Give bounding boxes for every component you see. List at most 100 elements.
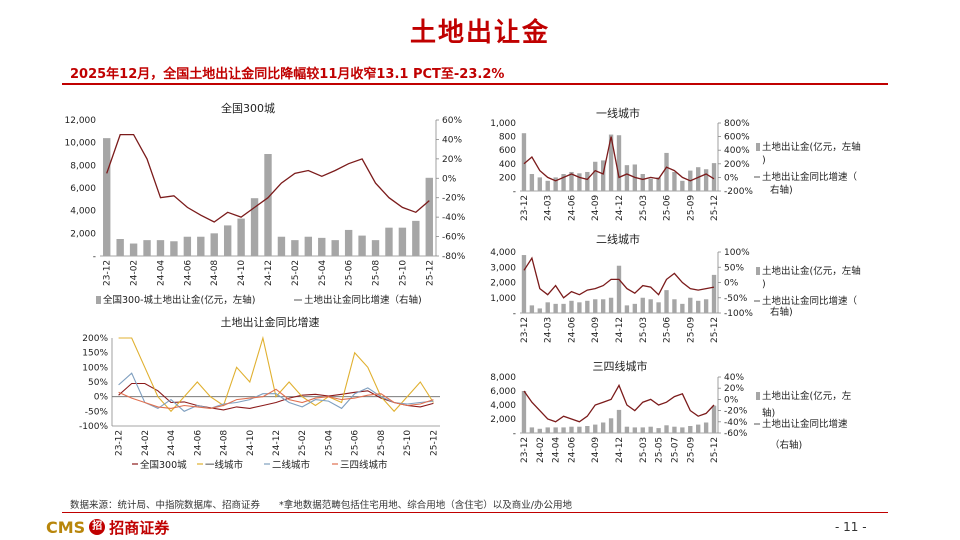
c300-bar: [210, 233, 218, 256]
c3-legend-line-label: 土地出让金同比增速: [762, 418, 848, 430]
c2-right-tick-label: -50%: [724, 294, 748, 304]
c300-bar: [237, 218, 245, 256]
c300-bar: [291, 240, 299, 256]
cyoy-series-2: [118, 372, 434, 412]
c2-bar: [545, 302, 550, 313]
c3-bar: [664, 425, 669, 433]
c3-bar: [577, 426, 582, 433]
c2-bar: [569, 300, 574, 313]
c1-x-tick-label: 25-03: [639, 195, 649, 221]
c3-bar: [672, 426, 677, 433]
c300-right-tick-label: 0%: [442, 174, 457, 184]
c3-bar: [529, 427, 535, 433]
c1-x-tick-label: 23-12: [520, 195, 530, 221]
c3-right-tick-label: 40%: [724, 373, 744, 383]
cyoy-x-tick-label: 24-08: [220, 430, 230, 456]
c2-left-tick-label: 1,000: [490, 294, 516, 304]
c1-bar: [529, 174, 535, 191]
c2-x-tick-label: 25-12: [710, 317, 720, 343]
c2-bar: [696, 300, 701, 313]
page-number: - 11 -: [835, 520, 867, 534]
c300-bar: [412, 220, 420, 256]
c1-left-tick-label: 1,000: [490, 119, 516, 129]
cyoy-series-3: [118, 388, 434, 409]
c2-bar: [648, 299, 653, 313]
c3-left-tick-label: 2,000: [490, 415, 516, 425]
c3-bar: [632, 427, 638, 433]
c1-bar: [648, 178, 653, 191]
c3-bar: [696, 424, 701, 433]
c1-x-tick-label: 25-06: [663, 195, 673, 221]
c1-right-tick-label: 200%: [724, 160, 750, 170]
c1-bar: [577, 173, 582, 191]
c3-bar: [608, 418, 614, 433]
c3-x-tick-label: 23-12: [520, 437, 530, 463]
c3-bar: [537, 428, 542, 433]
c1-x-tick-label: 24-06: [567, 195, 577, 221]
c3-bar: [521, 391, 527, 433]
c2-bar: [688, 297, 693, 313]
c2-right-tick-label: 0%: [724, 279, 739, 289]
cyoy-y-tick-label: -50%: [85, 407, 109, 417]
c1-x-tick-label: 24-12: [615, 195, 625, 221]
c1-left-tick-label: 400: [499, 160, 516, 170]
c3-right-tick-label: 0%: [724, 395, 739, 405]
c3-yoy-line: [523, 383, 715, 423]
c2-bar: [664, 290, 669, 313]
c2-bar: [624, 305, 630, 313]
cyoy-x-tick-label: 25-02: [298, 430, 308, 456]
cyoy-y-tick-label: 150%: [82, 349, 108, 359]
c1-yoy-line: [523, 136, 715, 182]
c3-x-tick-label: 25-09: [686, 437, 696, 463]
c300-bar: [129, 243, 138, 256]
c2-legend-bar-label: 土地出让金(亿元，左轴: [762, 265, 861, 277]
c300-x-tick-label: 25-04: [318, 260, 328, 286]
c3-bar: [656, 428, 661, 433]
cyoy-x-tick-label: 25-10: [403, 430, 413, 456]
cyoy-x-tick-label: 25-12: [429, 430, 439, 456]
cyoy-y-tick-label: -100%: [79, 422, 108, 432]
c2-right-tick-label: 50%: [724, 263, 744, 273]
c3-x-tick-label: 25-05: [655, 437, 665, 463]
c300-x-tick-label: 25-02: [291, 260, 301, 286]
c300-x-tick-label: 25-10: [398, 260, 408, 286]
c300-bar: [170, 241, 178, 256]
cyoy-legend-label: 全国300城: [140, 459, 187, 471]
c2-x-tick-label: 25-06: [663, 317, 673, 343]
c3-x-tick-label: 24-04: [552, 437, 562, 463]
c300-x-tick-label: 24-12: [264, 260, 274, 286]
c1-bar: [608, 134, 614, 191]
c1-x-tick-label: 25-09: [686, 195, 696, 221]
c300-x-tick-label: 24-02: [130, 260, 140, 286]
cyoy-x-tick-label: 24-10: [246, 430, 256, 456]
c300-left-tick-label: 6,000: [70, 184, 96, 194]
c3-bar: [640, 427, 645, 433]
c3-left-tick-label: -: [513, 429, 516, 439]
c300-bar: [304, 236, 313, 256]
logo-emblem: 招: [89, 519, 106, 535]
c2-legend-bar-label-cont: ): [762, 279, 766, 290]
c3-x-tick-label: 24-02: [536, 437, 546, 463]
c3-bar: [585, 426, 590, 433]
c1-bar: [711, 163, 717, 191]
c3-x-tick-label: 25-12: [710, 437, 720, 463]
c2-bar: [537, 308, 542, 313]
c300-bar: [264, 154, 272, 256]
logo-cn: 招商证券: [109, 518, 170, 537]
c3-bar: [600, 422, 606, 433]
c300-x-tick-label: 25-06: [345, 260, 355, 286]
c2-legend-bar-swatch: [756, 267, 760, 275]
c1-right-tick-label: 0%: [724, 173, 739, 183]
c3-bar: [624, 426, 630, 433]
c2-bar: [521, 255, 527, 313]
c300-bar: [318, 237, 326, 256]
c300-x-tick-label: 24-04: [156, 260, 166, 286]
c300-legend-line-label: 土地出让金同比增速（右轴): [304, 294, 422, 306]
c1-left-tick-label: 800: [499, 133, 516, 143]
c2-bar: [561, 303, 566, 313]
cyoy-x-tick-label: 25-06: [351, 430, 361, 456]
c2-bar: [608, 297, 614, 313]
c3-legend-bar-label-cont: 轴): [762, 407, 775, 419]
c3-bar: [648, 426, 653, 433]
